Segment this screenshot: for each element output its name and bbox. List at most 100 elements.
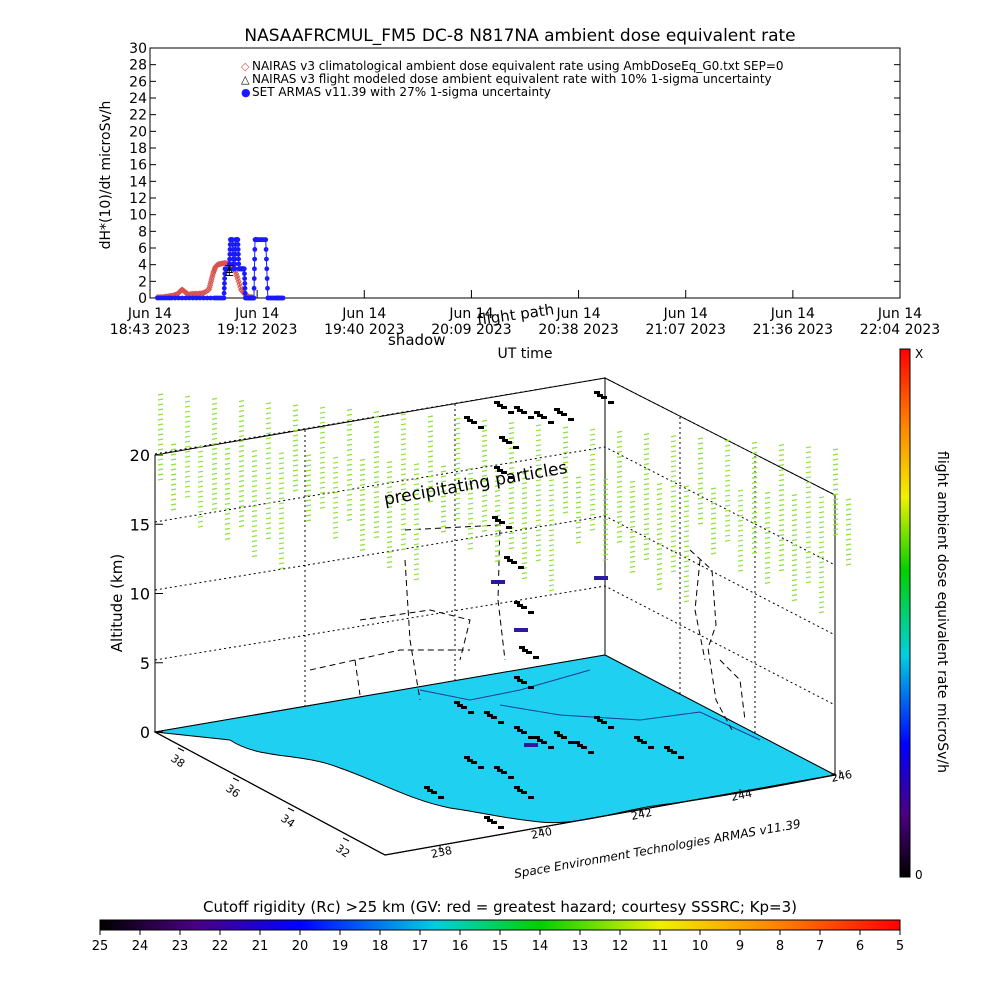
particle-mark — [629, 555, 636, 558]
particle-mark — [521, 537, 528, 540]
armas-point — [251, 295, 257, 301]
particle-mark — [562, 496, 569, 499]
particle-mark — [751, 506, 758, 509]
particle-mark — [737, 504, 744, 507]
particle-mark — [440, 510, 447, 513]
particle-mark — [683, 575, 690, 578]
particle-mark — [454, 457, 461, 460]
particle-mark — [670, 440, 677, 443]
particle-mark — [805, 566, 812, 569]
track-mark — [497, 469, 503, 472]
track-mark — [521, 681, 527, 684]
particle-mark — [346, 448, 353, 451]
particle-mark — [616, 530, 623, 533]
track-mark — [517, 729, 523, 732]
particle-mark — [764, 536, 771, 539]
particle-mark — [157, 468, 164, 471]
particle-mark — [562, 501, 569, 504]
particle-mark — [562, 511, 569, 514]
particle-mark — [211, 452, 218, 455]
particle-mark — [656, 563, 663, 566]
particle-mark — [211, 472, 218, 475]
particle-mark — [170, 443, 177, 446]
particle-mark — [629, 565, 636, 568]
particle-mark — [305, 469, 312, 472]
particle-mark — [805, 451, 812, 454]
particle-mark — [589, 493, 596, 496]
particle-mark — [157, 413, 164, 416]
particle-mark — [656, 553, 663, 556]
particle-mark — [548, 479, 555, 482]
legend-label-armas: SET ARMAS v11.39 with 27% 1-sigma uncert… — [252, 85, 551, 99]
particle-mark — [454, 512, 461, 515]
x-tick-day: Jun 14 — [127, 306, 172, 322]
particle-mark — [197, 445, 204, 448]
particle-mark — [319, 491, 326, 494]
particle-mark — [832, 528, 839, 531]
particle-mark — [481, 459, 488, 462]
rigidity-tick-label: 7 — [816, 939, 824, 954]
particle-mark — [818, 611, 825, 614]
particle-mark — [845, 513, 852, 516]
particle-mark — [305, 489, 312, 492]
track-mark-blue — [524, 743, 538, 747]
particle-mark — [535, 499, 542, 502]
armas-point — [232, 256, 238, 262]
particle-mark — [508, 547, 515, 550]
particle-mark — [400, 493, 407, 496]
particle-mark — [184, 420, 191, 423]
particle-mark — [778, 529, 785, 532]
particle-mark — [184, 455, 191, 458]
particle-mark — [238, 405, 245, 408]
particle-mark — [535, 484, 542, 487]
particle-mark — [589, 443, 596, 446]
track-mark — [487, 819, 493, 822]
particle-mark — [656, 498, 663, 501]
particle-mark — [697, 492, 704, 495]
particle-mark — [832, 498, 839, 501]
particle-mark — [157, 438, 164, 441]
particle-mark — [319, 481, 326, 484]
particle-mark — [157, 443, 164, 446]
particle-mark — [670, 535, 677, 538]
particle-mark — [373, 451, 380, 454]
particle-mark — [521, 532, 528, 535]
legend-label-modeled: NAIRAS v3 flight modeled dose ambient eq… — [252, 72, 772, 86]
particle-mark — [157, 458, 164, 461]
particle-mark — [454, 497, 461, 500]
particle-mark — [535, 489, 542, 492]
particle-mark — [224, 517, 231, 520]
particle-mark — [805, 571, 812, 574]
armas-point — [221, 295, 227, 301]
particle-mark — [386, 471, 393, 474]
rigidity-tick-label: 6 — [856, 939, 864, 954]
track-mark — [537, 414, 543, 417]
particle-mark — [778, 489, 785, 492]
particle-mark — [359, 528, 366, 531]
track-mark — [533, 656, 539, 659]
particle-mark — [251, 555, 258, 558]
particle-mark — [548, 484, 555, 487]
track-mark — [427, 789, 433, 792]
x-tick-day: Jun 14 — [341, 306, 386, 322]
particle-mark — [251, 520, 258, 523]
particle-mark — [265, 517, 272, 520]
particle-mark — [643, 493, 650, 496]
particle-mark — [751, 451, 758, 454]
particle-mark — [427, 465, 434, 468]
particle-mark — [238, 490, 245, 493]
particle-mark — [265, 507, 272, 510]
particle-mark — [427, 425, 434, 428]
particle-mark — [845, 523, 852, 526]
particle-mark — [670, 505, 677, 508]
particle-mark — [467, 517, 474, 520]
particle-mark — [454, 487, 461, 490]
particle-mark — [170, 498, 177, 501]
armas-point — [263, 246, 269, 252]
particle-mark — [697, 517, 704, 520]
particle-mark — [467, 472, 474, 475]
particle-mark — [589, 438, 596, 441]
particle-mark — [346, 483, 353, 486]
particle-mark — [548, 559, 555, 562]
particle-mark — [211, 477, 218, 480]
